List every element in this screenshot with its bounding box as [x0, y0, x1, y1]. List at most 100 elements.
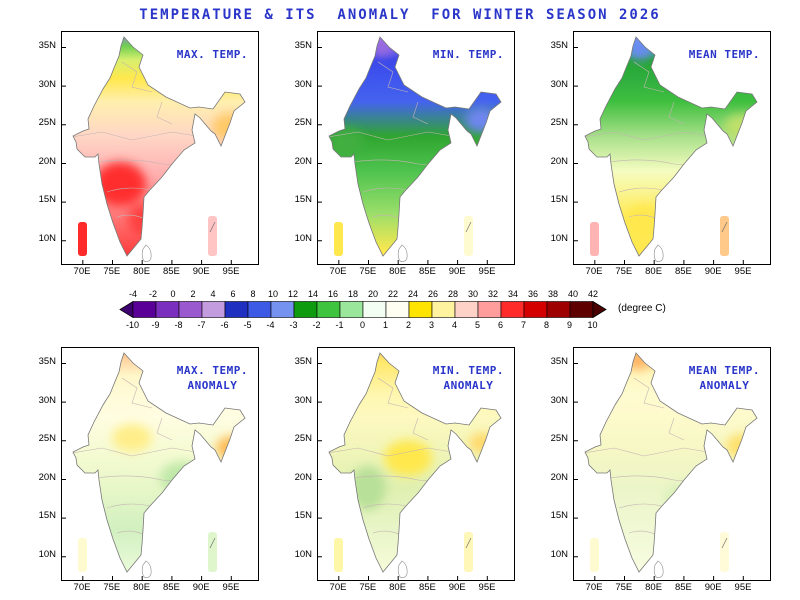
colorbar-bottom-label: -2 — [312, 320, 321, 330]
lon-tick-label: 90E — [448, 582, 466, 593]
lat-tick-label: 10N — [38, 232, 56, 244]
map-frame: MIN. TEMP. ANOMALY — [317, 347, 515, 581]
panel-title-max-temp-anomaly: MAX. TEMP. ANOMALY — [176, 364, 248, 392]
lat-tick-label: 30N — [38, 78, 56, 90]
colorbar: -4 -2 0 2 4 6 8 10 12 14 16 18 20 22 24 26 28 30 32 34 36 38 4… — [90, 289, 710, 335]
colorbar-bottom-label: -5 — [243, 320, 252, 330]
axis-ticks — [574, 47, 744, 264]
lon-tick-label: 80E — [645, 582, 663, 593]
lat-tick-label: 15N — [550, 194, 568, 206]
panel-title-min-temp: MIN. TEMP. — [432, 48, 504, 61]
lat-tick-label: 25N — [294, 433, 312, 445]
colorbar-bottom-label: 0 — [359, 320, 365, 330]
colorbar-top-label: 2 — [190, 289, 196, 299]
colorbar-top-label: 6 — [230, 289, 236, 299]
lakshadweep-box — [334, 538, 343, 572]
lat-tick-label: 35N — [550, 40, 568, 51]
andaman-box — [464, 532, 473, 572]
colorbar-top-label: 0 — [170, 289, 176, 299]
lon-tick-label: 85E — [674, 266, 692, 277]
lon-tick-label: 80E — [133, 582, 151, 593]
lat-axis: 35N 30N 25N 20N 15N 10N — [29, 356, 58, 561]
colorbar-right-cap — [592, 301, 607, 318]
lat-tick-label: 25N — [38, 117, 56, 129]
lat-tick-label: 35N — [38, 356, 56, 367]
map-panel-mean-temp: 35N 30N 25N 20N 15N 10N — [541, 25, 771, 281]
lat-tick-label: 25N — [550, 433, 568, 445]
colorbar-top-label: 14 — [307, 289, 318, 299]
lat-tick-label: 30N — [550, 78, 568, 90]
sri-lanka-outline — [653, 560, 664, 578]
lat-axis: 35N 30N 25N 20N 15N 10N — [541, 356, 570, 561]
lat-tick-label: 10N — [294, 232, 312, 244]
lat-tick-label: 20N — [38, 471, 56, 483]
colorbar-cell — [247, 301, 272, 318]
colorbar-cell — [523, 301, 548, 318]
region-blob — [664, 484, 704, 512]
axis-ticks — [62, 363, 232, 580]
colorbar-bottom-label: 1 — [382, 320, 388, 330]
colorbar-top-label: 24 — [407, 289, 418, 299]
lat-tick-label: 10N — [294, 548, 312, 560]
colorbar-bottom-label: 9 — [566, 320, 572, 330]
lon-tick-label: 75E — [359, 582, 377, 593]
colorbar-bottom-label: -4 — [266, 320, 275, 330]
sri-lanka-outline — [141, 560, 152, 578]
andaman-islands-mark — [465, 537, 472, 549]
india-map-min-temp — [318, 36, 502, 264]
lon-tick-label: 75E — [359, 266, 377, 277]
lat-tick-label: 35N — [294, 40, 312, 51]
colorbar-cell — [293, 301, 318, 318]
lon-axis: 70E 75E 80E 85E 90E 95E — [68, 582, 245, 593]
colorbar-top-label: 38 — [547, 289, 558, 299]
lat-tick-label: 35N — [38, 40, 56, 51]
sri-lanka-outline — [397, 560, 408, 578]
anomaly-maps-row: 35N 30N 25N 20N 15N 10N — [0, 341, 800, 597]
map-frame: MEAN TEMP. — [573, 31, 771, 265]
colorbar-top-label: 34 — [507, 289, 518, 299]
lat-tick-label: 20N — [294, 155, 312, 167]
axis-ticks — [574, 363, 744, 580]
lakshadweep-box — [590, 538, 599, 572]
colorbar-temperature-scale: -4 -2 0 2 4 6 8 10 12 14 16 18 20 22 24 26 28 30 32 34 36 38 4… — [123, 289, 603, 299]
lon-tick-label: 85E — [418, 582, 436, 593]
colorbar-top-label: 4 — [210, 289, 216, 299]
panel-title-mean-temp: MEAN TEMP. — [688, 48, 760, 61]
lat-tick-label: 30N — [294, 78, 312, 90]
region-blob — [465, 108, 497, 132]
colorbar-cell — [224, 301, 249, 318]
region-blob — [216, 436, 245, 460]
panel-title-min-temp-anomaly: MIN. TEMP. ANOMALY — [432, 364, 504, 392]
colorbar-top-label: 20 — [367, 289, 378, 299]
andaman-islands-mark — [209, 537, 216, 549]
colorbar-bottom-label: 3 — [428, 320, 434, 330]
colorbar-bottom-label: -1 — [335, 320, 344, 330]
india-map-mean-temp — [574, 36, 758, 264]
lakshadweep-box — [78, 222, 87, 256]
lat-tick-label: 15N — [550, 510, 568, 522]
map-frame: MIN. TEMP. — [317, 31, 515, 265]
colorbar-top-label: -4 — [128, 289, 137, 299]
lon-axis: 70E 75E 80E 85E 90E 95E — [324, 266, 501, 277]
lon-tick-label: 95E — [222, 582, 240, 593]
lakshadweep-box — [590, 222, 599, 256]
andaman-box — [464, 216, 473, 256]
lat-tick-label: 30N — [294, 394, 312, 406]
map-panel-min-temp-anomaly: 35N 30N 25N 20N 15N 10N — [285, 341, 515, 597]
lon-tick-label: 70E — [329, 266, 347, 277]
lon-tick-label: 85E — [162, 582, 180, 593]
colorbar-cell — [178, 301, 203, 318]
andaman-box — [208, 216, 217, 256]
lon-axis: 70E 75E 80E 85E 90E 95E — [580, 582, 757, 593]
colorbar-cell — [316, 301, 341, 318]
lon-tick-label: 70E — [585, 582, 603, 593]
lon-tick-label: 90E — [192, 266, 210, 277]
lon-tick-label: 85E — [418, 266, 436, 277]
region-blob — [212, 113, 245, 141]
lon-tick-label: 80E — [645, 266, 663, 277]
lat-tick-label: 25N — [38, 433, 56, 445]
colorbar-units-label: (degree C) — [618, 303, 666, 314]
lon-tick-label: 80E — [389, 266, 407, 277]
colorbar-bottom-label: 8 — [543, 320, 549, 330]
colorbar-top-label: 42 — [587, 289, 598, 299]
